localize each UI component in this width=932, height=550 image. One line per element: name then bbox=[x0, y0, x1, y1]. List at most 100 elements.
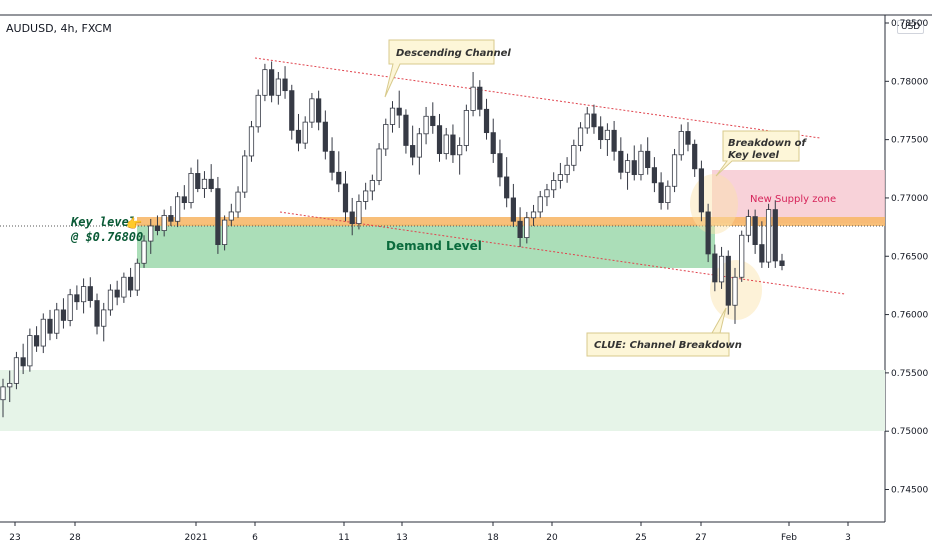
candle-down bbox=[759, 244, 765, 263]
candle-up bbox=[470, 86, 476, 111]
candle-up bbox=[141, 240, 147, 264]
candle-up bbox=[665, 185, 671, 204]
candle-down bbox=[289, 90, 295, 131]
candle-up bbox=[107, 289, 114, 311]
key-level-label-line1: Key level bbox=[70, 215, 136, 229]
channel-lower-line bbox=[279, 211, 846, 295]
price-tick-label: 0.76500 bbox=[891, 252, 928, 262]
candle-down bbox=[74, 294, 80, 303]
currency-badge[interactable]: USD bbox=[897, 20, 925, 34]
candle-up bbox=[564, 164, 570, 176]
candle-up bbox=[524, 217, 530, 238]
clue-label: CLUE: Channel Breakdown bbox=[594, 340, 742, 351]
price-tick-label: 0.76000 bbox=[891, 311, 928, 321]
candle-down bbox=[510, 197, 516, 222]
candle-down bbox=[517, 220, 523, 238]
candle-up bbox=[739, 234, 745, 278]
candle-down bbox=[645, 150, 651, 169]
candle-up bbox=[188, 173, 194, 204]
candle-down bbox=[127, 276, 134, 291]
candle-down bbox=[618, 150, 624, 173]
candle-up bbox=[530, 211, 537, 219]
candle-up bbox=[27, 335, 33, 367]
candle-down bbox=[60, 309, 67, 321]
time-tick-label: 11 bbox=[338, 533, 349, 543]
candle-up bbox=[228, 211, 234, 221]
time-tick-label: 2021 bbox=[185, 533, 208, 543]
price-tick-label: 0.74500 bbox=[891, 486, 928, 496]
candle-up bbox=[222, 219, 228, 245]
candle-up bbox=[765, 209, 772, 263]
candle-up bbox=[571, 145, 577, 166]
price-tick-label: 0.77000 bbox=[891, 194, 928, 204]
candle-up bbox=[416, 133, 422, 158]
candle-up bbox=[13, 357, 20, 384]
time-tick-label: Feb bbox=[781, 533, 797, 543]
chart-symbol-title: AUDUSD, 4h, FXCM bbox=[6, 22, 112, 35]
candle-down bbox=[436, 125, 443, 155]
candle-down bbox=[47, 318, 53, 334]
time-tick-label: 28 bbox=[69, 533, 81, 543]
candle-up bbox=[551, 180, 557, 191]
candle-down bbox=[504, 176, 510, 199]
candle-up bbox=[537, 196, 543, 213]
candle-down bbox=[181, 196, 187, 204]
candle-up bbox=[457, 145, 463, 156]
price-axis-ticks: 0.78500 0.78000 0.77500 0.77000 0.76500 0.760… bbox=[885, 19, 928, 496]
candle-down bbox=[295, 129, 302, 144]
supply-zone-label: New Supply zone bbox=[750, 194, 836, 205]
candle-down bbox=[477, 86, 483, 110]
candle-up bbox=[732, 276, 738, 306]
candle-down bbox=[698, 168, 705, 213]
candle-down bbox=[450, 134, 456, 156]
time-tick-label: 23 bbox=[9, 533, 20, 543]
price-tick-label: 0.78000 bbox=[891, 77, 928, 87]
demand-zone bbox=[137, 224, 715, 268]
candle-down bbox=[692, 143, 698, 170]
candle-up bbox=[584, 113, 590, 129]
candle-up bbox=[443, 134, 449, 155]
candle-down bbox=[490, 132, 496, 155]
time-tick-label: 3 bbox=[845, 533, 851, 543]
candle-up bbox=[671, 154, 678, 187]
candle-down bbox=[269, 69, 275, 96]
candle-down bbox=[430, 115, 436, 127]
candle-up bbox=[201, 178, 208, 190]
candle-up bbox=[7, 382, 13, 388]
candle-up bbox=[80, 286, 87, 303]
candle-down bbox=[195, 173, 201, 190]
breakdown-label-line2: Key level bbox=[728, 150, 779, 161]
candle-up bbox=[262, 69, 268, 96]
candle-down bbox=[349, 211, 355, 224]
candle-up bbox=[242, 155, 248, 193]
candle-down bbox=[497, 153, 503, 178]
candle-down bbox=[336, 171, 342, 185]
candle-down bbox=[598, 126, 604, 141]
candle-up bbox=[248, 126, 255, 157]
candle-up bbox=[0, 386, 6, 401]
candle-down bbox=[685, 131, 691, 145]
descending-channel-label: Descending Channel bbox=[396, 48, 511, 59]
candle-down bbox=[33, 335, 40, 347]
price-tick-label: 0.75000 bbox=[891, 427, 928, 437]
candle-down bbox=[215, 188, 221, 245]
candle-up bbox=[175, 196, 181, 222]
candle-down bbox=[631, 160, 637, 176]
candle-up bbox=[40, 318, 46, 347]
candle-down bbox=[772, 209, 778, 262]
descending-channel-callout: Descending Channel bbox=[384, 39, 511, 98]
candle-up bbox=[577, 127, 584, 146]
candle-up bbox=[463, 110, 469, 146]
candle-down bbox=[329, 150, 335, 173]
candle-up bbox=[255, 94, 261, 128]
candle-down bbox=[282, 78, 288, 92]
clue-callout: CLUE: Channel Breakdown bbox=[586, 307, 742, 357]
candle-down bbox=[483, 108, 490, 134]
candle-up bbox=[302, 121, 308, 144]
candle-down bbox=[410, 145, 416, 158]
time-tick-label: 6 bbox=[252, 533, 258, 543]
candle-up bbox=[356, 201, 362, 224]
time-tick-label: 13 bbox=[396, 533, 407, 543]
candle-down bbox=[658, 182, 664, 204]
